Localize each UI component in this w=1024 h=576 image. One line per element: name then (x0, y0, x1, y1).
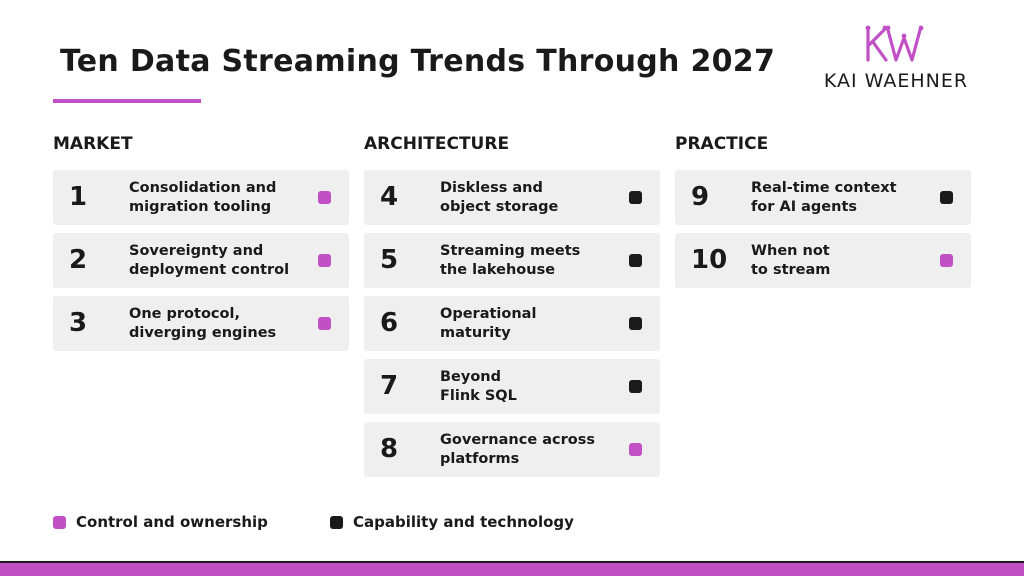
trend-card: 9 Real-time context for AI agents (675, 170, 971, 225)
trend-label: When not to stream (751, 243, 831, 278)
trend-label: One protocol, diverging engines (129, 306, 277, 341)
legend-swatch-control (53, 515, 66, 529)
footer-bar (0, 563, 1024, 576)
trend-card: 4 Diskless and object storage (364, 170, 660, 225)
trend-label: Diskless and object storage (440, 180, 559, 215)
title-underline (53, 99, 201, 103)
legend-swatch-capability (330, 515, 343, 529)
trend-number: 5 (380, 245, 399, 275)
legend-item-control: Control and ownership (53, 513, 268, 531)
brand-name: KAI WAEHNER (823, 70, 969, 92)
category-marker (629, 254, 642, 267)
trend-number: 8 (380, 434, 399, 464)
trend-card: 2 Sovereignty and deployment control (53, 233, 349, 288)
column-market: MARKET 1 Consolidation and migration tool… (53, 134, 349, 359)
category-marker (318, 191, 331, 204)
page-title: Ten Data Streaming Trends Through 2027 (60, 44, 776, 79)
trend-card: 6 Operational maturity (364, 296, 660, 351)
trend-label: Sovereignty and deployment control (129, 243, 290, 278)
legend-label: Capability and technology (353, 513, 574, 531)
category-marker (940, 191, 953, 204)
trend-card: 1 Consolidation and migration tooling (53, 170, 349, 225)
trend-card: 5 Streaming meets the lakehouse (364, 233, 660, 288)
trend-number: 7 (380, 371, 399, 401)
trend-number: 9 (691, 182, 710, 212)
trend-card: 3 One protocol, diverging engines (53, 296, 349, 351)
category-marker (318, 317, 331, 330)
trend-label: Operational maturity (440, 306, 537, 341)
category-marker (629, 380, 642, 393)
trend-number: 6 (380, 308, 399, 338)
legend-item-capability: Capability and technology (330, 513, 574, 531)
trend-card: 10 When not to stream (675, 233, 971, 288)
category-marker (629, 443, 642, 456)
category-marker (629, 317, 642, 330)
column-title: ARCHITECTURE (364, 134, 510, 154)
trend-label: Consolidation and migration tooling (129, 180, 277, 215)
trend-number: 4 (380, 182, 399, 212)
trend-label: Governance across platforms (440, 432, 595, 467)
trend-label: Real-time context for AI agents (751, 180, 897, 215)
trend-number: 2 (69, 245, 88, 275)
category-marker (629, 191, 642, 204)
trend-number: 3 (69, 308, 88, 338)
column-title: MARKET (53, 134, 133, 154)
category-marker (940, 254, 953, 267)
trend-card: 8 Governance across platforms (364, 422, 660, 477)
brand-logo: KAI WAEHNER (806, 22, 986, 94)
legend-label: Control and ownership (76, 513, 268, 531)
trend-card: 7 Beyond Flink SQL (364, 359, 660, 414)
footer-divider (0, 561, 1024, 563)
kw-logo-icon (865, 25, 924, 62)
category-marker (318, 254, 331, 267)
trend-label: Streaming meets the lakehouse (440, 243, 581, 278)
trend-label: Beyond Flink SQL (440, 369, 517, 404)
column-title: PRACTICE (675, 134, 769, 154)
trend-number: 10 (691, 245, 728, 275)
trend-number: 1 (69, 182, 88, 212)
column-architecture: ARCHITECTURE 4 Diskless and object storag… (364, 134, 660, 485)
column-practice: PRACTICE 9 Real-time context for AI agent… (675, 134, 971, 296)
